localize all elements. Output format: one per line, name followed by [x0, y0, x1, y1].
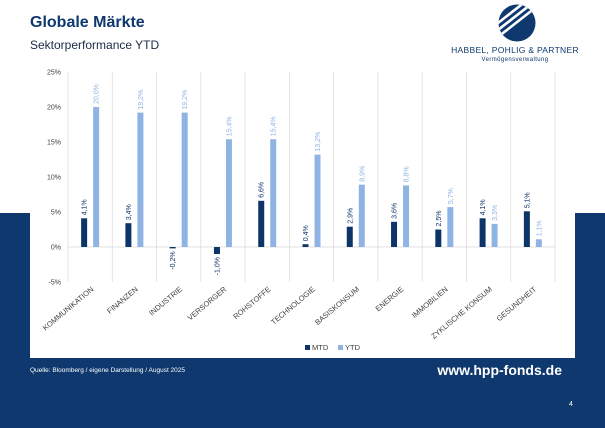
data-label-ytd: 5,7%	[448, 188, 455, 204]
bar-mtd-finanzen	[125, 223, 132, 247]
legend-swatch-mtd	[305, 345, 310, 350]
data-label-ytd: 8,8%	[404, 166, 411, 182]
category-label: IMMOBILIEN	[410, 285, 450, 320]
data-label-mtd: -1,0%	[214, 257, 221, 275]
category-label: FINANZEN	[105, 285, 140, 316]
bar-mtd-industrie	[169, 247, 176, 249]
category-label: ROHSTOFFE	[231, 285, 272, 322]
y-tick-label: 10%	[47, 175, 61, 182]
page-title: Globale Märkte	[30, 14, 145, 31]
data-label-mtd: 4,1%	[480, 199, 487, 215]
bar-ytd-finanzen	[137, 112, 144, 247]
legend-label-mtd: MTD	[312, 343, 329, 352]
data-label-mtd: 5,1%	[524, 192, 531, 208]
data-label-mtd: 6,6%	[259, 182, 266, 198]
logo-company-name: HABBEL, POHLIG & PARTNER	[451, 45, 579, 55]
data-label-ytd: 3,3%	[492, 205, 499, 221]
y-tick-label: 0%	[51, 245, 61, 252]
data-label-ytd: 15,4%	[271, 116, 278, 136]
bar-mtd-basiskonsum	[346, 226, 353, 247]
bar-ytd-zyklische-konsum	[491, 223, 498, 247]
bar-mtd-immobilien	[435, 229, 442, 247]
page-number: 4	[569, 401, 573, 408]
bar-mtd-gesundheit	[523, 211, 530, 247]
data-label-mtd: 0,4%	[303, 225, 310, 241]
bar-ytd-versorger	[225, 139, 232, 247]
data-label-ytd: 15,4%	[226, 116, 233, 136]
bar-ytd-kommunikation	[93, 107, 100, 247]
bar-mtd-energie	[391, 221, 398, 247]
data-label-ytd: 19,2%	[138, 90, 145, 110]
category-label: GESUNDHEIT	[495, 284, 539, 323]
data-label-mtd: 2,5%	[436, 211, 443, 227]
data-label-mtd: 3,6%	[392, 203, 399, 219]
sector-performance-chart: 25% 20% 15% 10% 5% 0% -5% 4,1% 3,4% -0,2% -1,0% 6,6…	[41, 70, 556, 352]
data-label-ytd: 20,0%	[94, 84, 101, 104]
bar-mtd-rohstoffe	[258, 200, 265, 247]
category-label: VERSORGER	[186, 284, 229, 322]
logo-tagline: Vermögensverwaltung	[481, 57, 549, 63]
website-link[interactable]: www.hpp-fonds.de	[437, 362, 562, 378]
bar-ytd-rohstoffe	[270, 139, 277, 247]
legend-swatch-ytd	[338, 345, 343, 350]
striped-circle-logo-icon	[498, 4, 536, 42]
data-label-ytd: 8,9%	[359, 166, 366, 182]
y-tick-label: 25%	[47, 70, 61, 77]
data-label-mtd: 2,9%	[347, 208, 354, 224]
data-label-ytd: 1,1%	[536, 220, 543, 236]
category-label: ENERGIE	[374, 285, 406, 314]
data-label-mtd: 3,4%	[126, 204, 133, 220]
y-tick-label: 5%	[51, 210, 61, 217]
y-tick-label: -5%	[49, 280, 61, 287]
source-note: Quelle: Bloomberg / eigene Darstellung /…	[30, 367, 186, 374]
bar-mtd-versorger	[213, 247, 220, 254]
category-label: BASISKONSUM	[313, 285, 361, 327]
data-label-ytd: 19,2%	[182, 90, 189, 110]
bar-ytd-basiskonsum	[358, 184, 365, 247]
bar-ytd-technologie	[314, 154, 321, 247]
y-tick-label: 20%	[47, 105, 61, 112]
category-label: KOMMUNIKATION	[41, 285, 96, 333]
bar-mtd-kommunikation	[81, 218, 88, 247]
data-label-mtd: 4,1%	[82, 199, 89, 215]
bar-ytd-immobilien	[447, 207, 454, 247]
page-subtitle: Sektorperformance YTD	[30, 38, 160, 52]
chart-panel	[30, 62, 575, 358]
bar-mtd-technologie	[302, 244, 309, 247]
bar-ytd-industrie	[181, 112, 188, 247]
bar-mtd-zyklische-konsum	[479, 218, 486, 247]
bar-ytd-gesundheit	[535, 239, 542, 247]
y-tick-label: 15%	[47, 140, 61, 147]
legend-label-ytd: YTD	[345, 343, 361, 352]
bar-ytd-energie	[403, 185, 410, 247]
category-label: INDUSTRIE	[147, 285, 184, 318]
data-label-mtd: -0,2%	[170, 251, 177, 269]
data-label-ytd: 13,2%	[315, 132, 322, 152]
category-label: TECHNOLOGIE	[269, 285, 317, 327]
